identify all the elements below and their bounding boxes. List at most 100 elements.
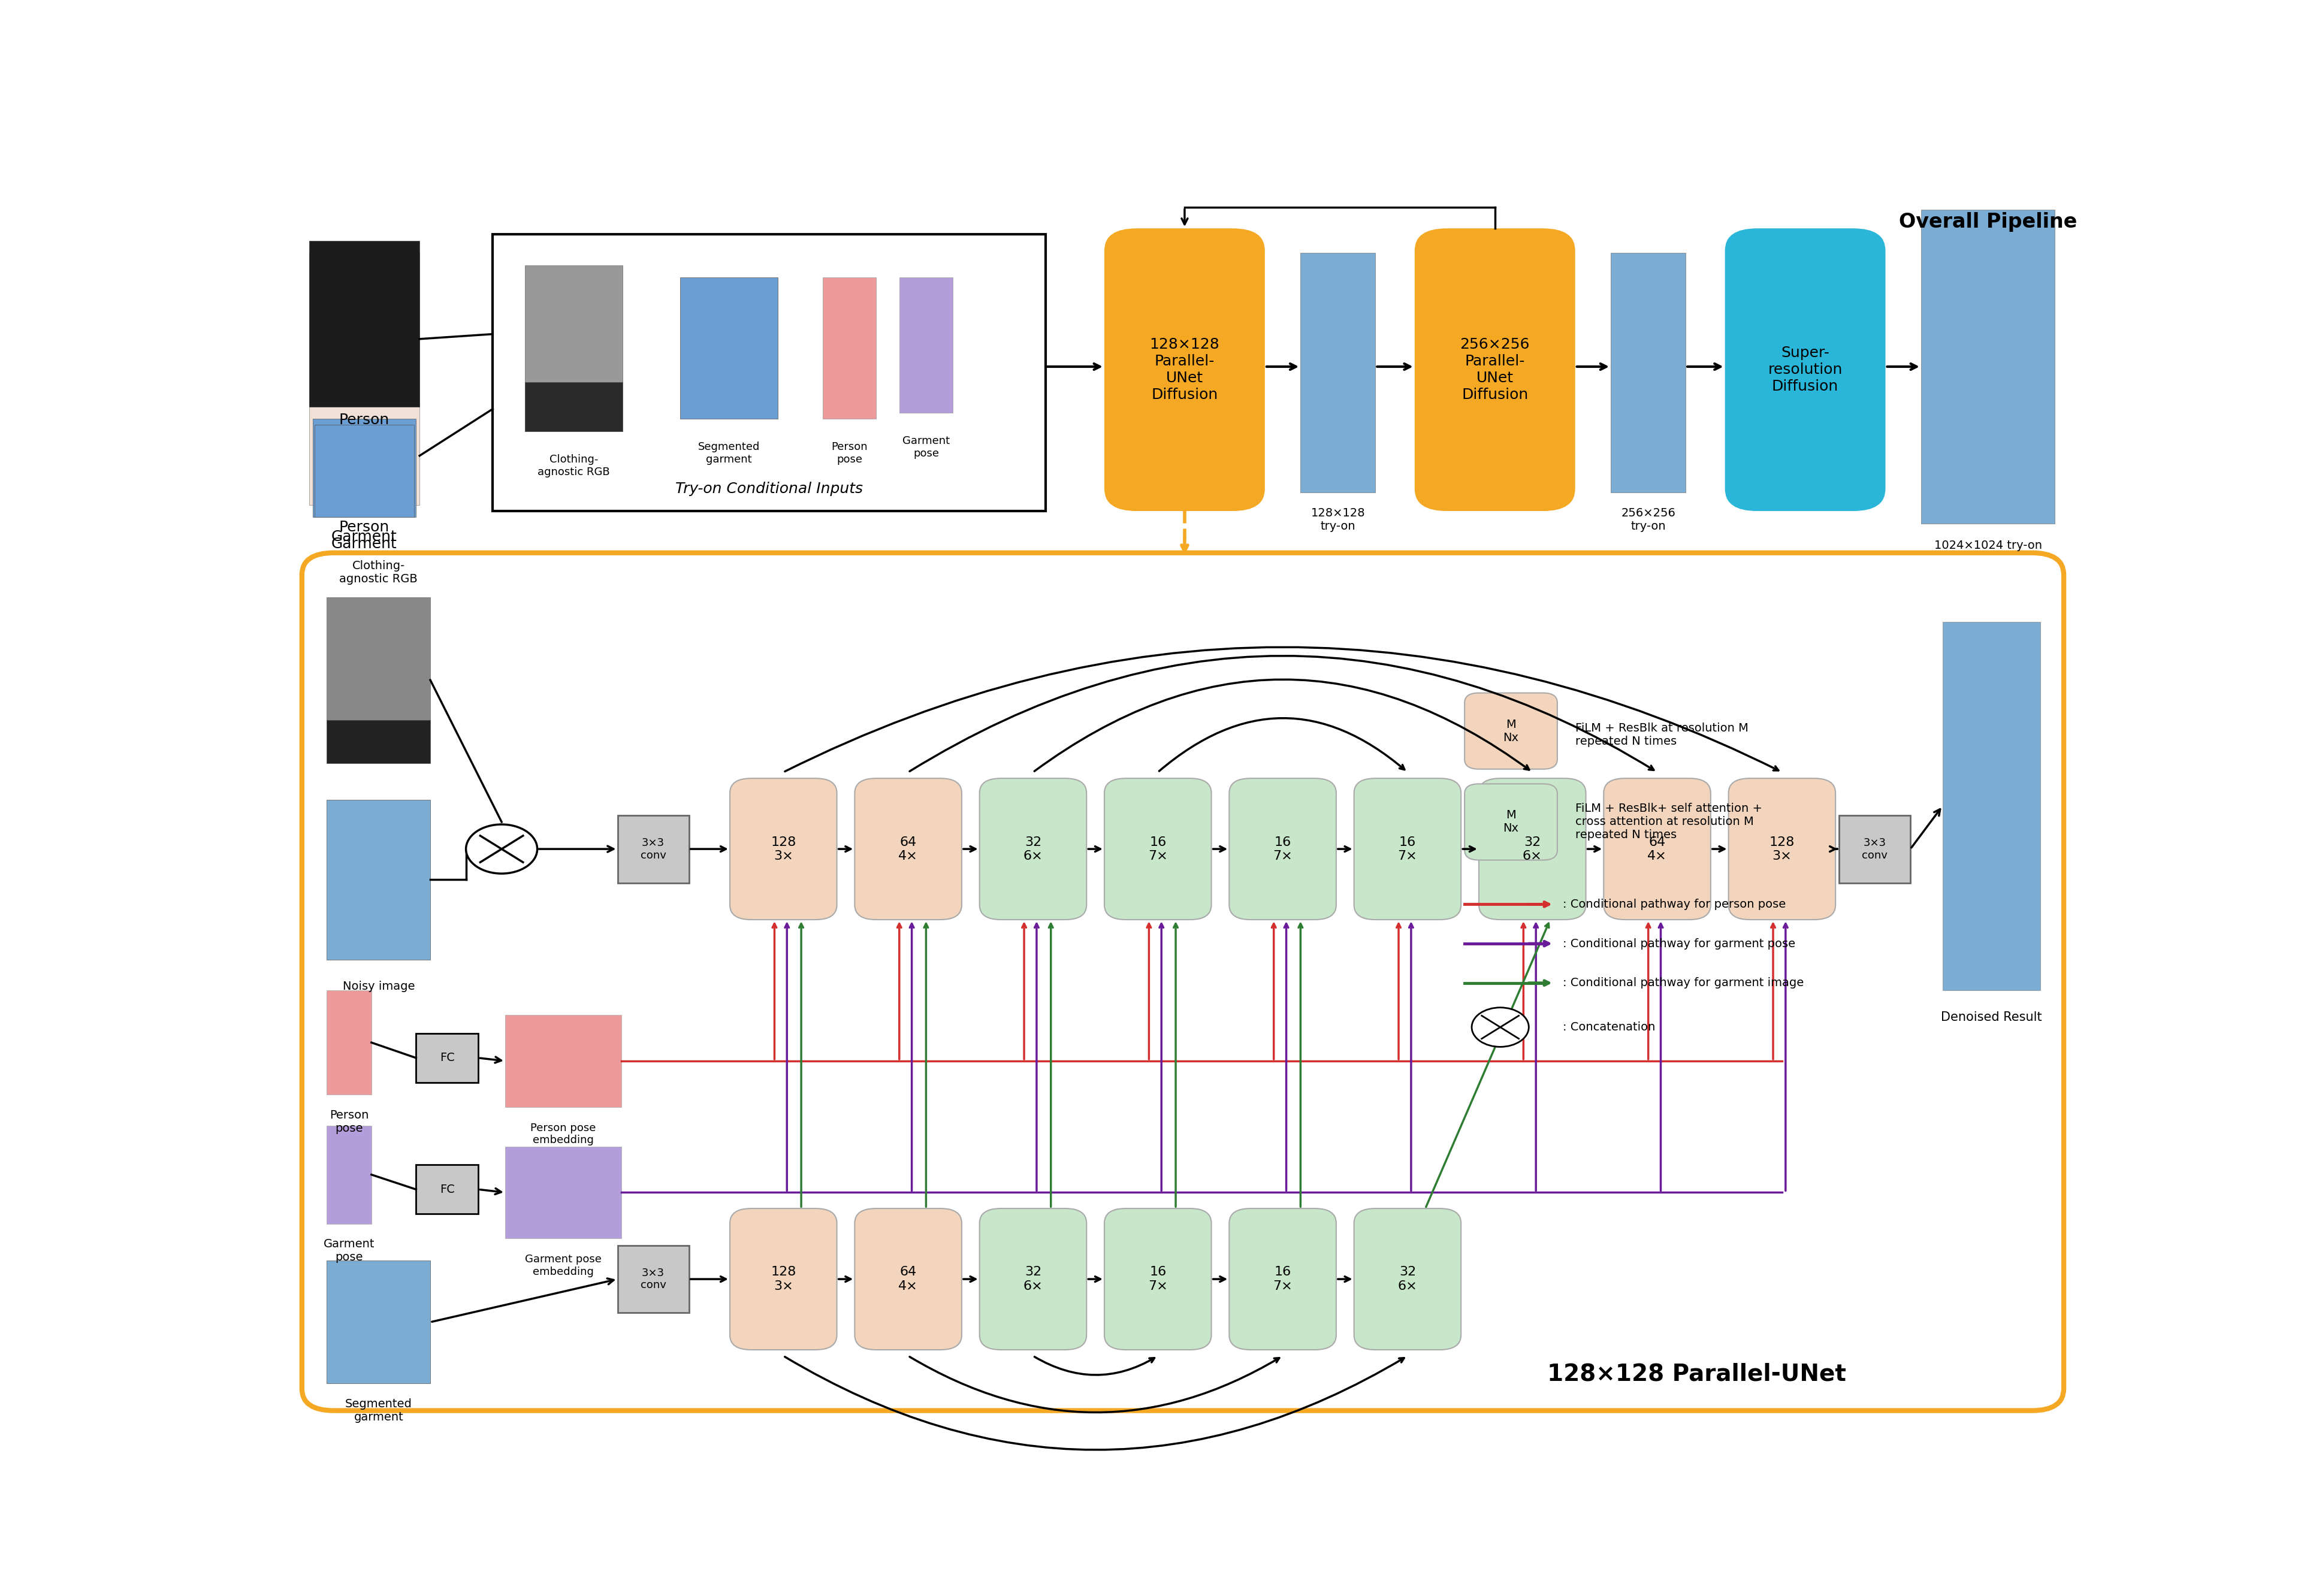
Text: 128
3×: 128 3× [1769, 836, 1795, 862]
Text: Person: Person [338, 520, 389, 535]
Text: FiLM + ResBlk+ self attention +
cross attention at resolution M
repeated N times: FiLM + ResBlk+ self attention + cross at… [1576, 803, 1763, 841]
Text: Garment
pose: Garment pose [902, 436, 950, 458]
FancyBboxPatch shape [1104, 228, 1266, 511]
Text: Garment: Garment [331, 530, 398, 544]
Bar [327, 990, 370, 1095]
Text: 64
4×: 64 4× [897, 1266, 918, 1293]
Text: FC: FC [439, 1184, 456, 1195]
Bar [308, 241, 419, 407]
FancyBboxPatch shape [1353, 779, 1461, 919]
Bar [1942, 622, 2041, 990]
Bar [617, 1245, 688, 1314]
Text: Segmented
garment: Segmented garment [697, 442, 759, 464]
Text: 3×3
conv: 3×3 conv [640, 1267, 665, 1291]
Text: Person
pose: Person pose [831, 442, 867, 464]
Bar [313, 418, 416, 517]
FancyBboxPatch shape [1604, 779, 1710, 919]
Text: : Conditional pathway for garment image: : Conditional pathway for garment image [1562, 977, 1804, 988]
Text: Super-
resolution
Diffusion: Super- resolution Diffusion [1767, 346, 1843, 394]
FancyBboxPatch shape [1415, 228, 1576, 511]
Text: 64
4×: 64 4× [897, 836, 918, 862]
Text: 256×256
Parallel-
UNet
Diffusion: 256×256 Parallel- UNet Diffusion [1461, 337, 1530, 402]
Text: 64
4×: 64 4× [1648, 836, 1666, 862]
Bar [327, 1261, 430, 1384]
FancyBboxPatch shape [1728, 779, 1836, 919]
Text: : Concatenation: : Concatenation [1562, 1021, 1654, 1033]
Text: 128×128 Parallel-UNet: 128×128 Parallel-UNet [1546, 1363, 1845, 1385]
Bar [1300, 252, 1376, 493]
Text: : Conditional pathway for garment pose: : Conditional pathway for garment pose [1562, 938, 1795, 950]
Text: 1024×1024 try-on: 1024×1024 try-on [1935, 539, 2041, 551]
Bar [1921, 211, 2055, 523]
Text: Try-on Conditional Inputs: Try-on Conditional Inputs [674, 482, 863, 496]
Text: Overall Pipeline: Overall Pipeline [1898, 212, 2078, 231]
Bar [308, 254, 419, 407]
Text: FC: FC [439, 1052, 456, 1063]
Bar [327, 720, 430, 763]
FancyBboxPatch shape [980, 1208, 1086, 1350]
Text: Clothing-
agnostic RGB: Clothing- agnostic RGB [341, 560, 419, 584]
FancyBboxPatch shape [1480, 779, 1585, 919]
Bar [617, 816, 688, 883]
Bar [506, 1015, 621, 1108]
Text: 256×256
try-on: 256×256 try-on [1620, 508, 1675, 531]
Text: Clothing-
agnostic RGB: Clothing- agnostic RGB [538, 453, 610, 477]
Bar [1838, 816, 1910, 883]
Text: 16
7×: 16 7× [1272, 1266, 1293, 1293]
Text: 32
6×: 32 6× [1024, 836, 1042, 862]
Text: 128×128
Parallel-
UNet
Diffusion: 128×128 Parallel- UNet Diffusion [1150, 337, 1220, 402]
FancyBboxPatch shape [1229, 1208, 1337, 1350]
FancyBboxPatch shape [1104, 1208, 1210, 1350]
Text: 16
7×: 16 7× [1397, 836, 1417, 862]
Text: 128
3×: 128 3× [771, 836, 796, 862]
Bar [492, 235, 1045, 511]
Text: 16
7×: 16 7× [1148, 1266, 1167, 1293]
FancyBboxPatch shape [1229, 779, 1337, 919]
Text: M
Nx: M Nx [1503, 809, 1519, 835]
Text: Garment
pose: Garment pose [324, 1238, 375, 1262]
Text: FiLM + ResBlk at resolution M
repeated N times: FiLM + ResBlk at resolution M repeated N… [1576, 723, 1749, 747]
FancyBboxPatch shape [1463, 784, 1558, 860]
Text: Denoised Result: Denoised Result [1942, 1012, 2041, 1023]
Bar [308, 407, 419, 504]
Text: Segmented
garment: Segmented garment [345, 1398, 412, 1424]
Text: : Conditional pathway for person pose: : Conditional pathway for person pose [1562, 899, 1786, 910]
FancyBboxPatch shape [1726, 228, 1885, 511]
Bar [315, 425, 414, 517]
Text: Person pose
embedding: Person pose embedding [529, 1122, 596, 1146]
Bar [681, 278, 778, 418]
Bar [416, 1165, 479, 1215]
Text: Garment: Garment [331, 536, 398, 551]
FancyBboxPatch shape [854, 779, 962, 919]
Text: 128×128
try-on: 128×128 try-on [1312, 508, 1364, 531]
FancyBboxPatch shape [980, 779, 1086, 919]
Text: 3×3
conv: 3×3 conv [640, 838, 665, 860]
Bar [327, 1125, 370, 1224]
Text: Noisy image: Noisy image [343, 982, 414, 993]
Text: 3×3
conv: 3×3 conv [1862, 838, 1887, 860]
FancyBboxPatch shape [1104, 779, 1210, 919]
Text: 32
6×: 32 6× [1523, 836, 1542, 862]
Bar [416, 1033, 479, 1082]
Text: Person: Person [338, 413, 389, 428]
FancyBboxPatch shape [1463, 693, 1558, 769]
Circle shape [465, 825, 536, 873]
Bar [1611, 252, 1687, 493]
Bar [327, 800, 430, 959]
Bar [525, 381, 624, 431]
FancyBboxPatch shape [729, 779, 838, 919]
Bar [900, 278, 953, 413]
Text: 16
7×: 16 7× [1272, 836, 1293, 862]
Text: 16
7×: 16 7× [1148, 836, 1167, 862]
Bar [506, 1146, 621, 1238]
Circle shape [1473, 1007, 1528, 1047]
Text: Person
pose: Person pose [329, 1109, 368, 1135]
Bar [327, 597, 430, 720]
Text: 32
6×: 32 6× [1397, 1266, 1417, 1293]
FancyBboxPatch shape [729, 1208, 838, 1350]
FancyBboxPatch shape [1353, 1208, 1461, 1350]
Text: Garment pose
embedding: Garment pose embedding [525, 1254, 601, 1277]
Text: M
Nx: M Nx [1503, 718, 1519, 744]
Bar [824, 278, 877, 418]
FancyBboxPatch shape [301, 552, 2064, 1411]
